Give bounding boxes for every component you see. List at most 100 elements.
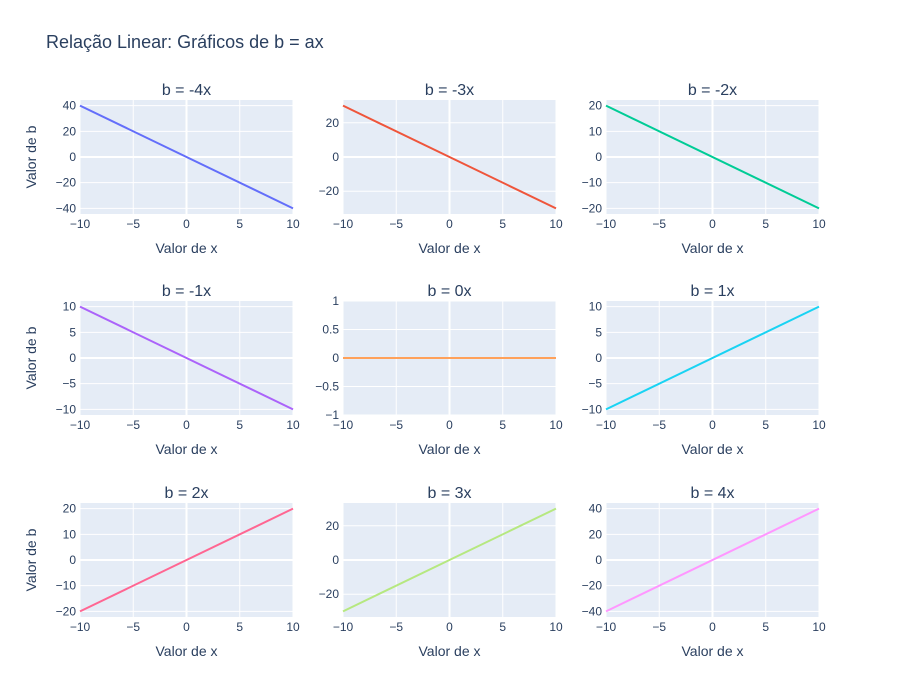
subplot-title: b = 4x	[690, 485, 734, 502]
x-tick-label: −10	[596, 620, 617, 634]
y-tick-label: 1	[332, 294, 339, 308]
x-tick-label: 0	[183, 418, 190, 432]
y-tick-label: −40	[56, 201, 77, 215]
x-tick-label: 0	[709, 620, 716, 634]
y-axis-label: Valor de b	[23, 125, 39, 188]
x-axis-label: Valor de x	[156, 240, 218, 256]
x-axis-label: Valor de x	[419, 441, 481, 457]
y-tick-label: 20	[63, 124, 77, 138]
y-tick-label: −10	[582, 176, 603, 190]
x-tick-label: 10	[812, 418, 826, 432]
x-tick-label: −5	[652, 217, 666, 231]
x-tick-label: 0	[709, 217, 716, 231]
subplot-3: −10 −5 0 5 10 −20 −10 0 10 20 b = -2x Valor de x	[582, 82, 826, 256]
x-tick-label: 5	[236, 620, 243, 634]
subplot-4: −10 −5 0 5 10 −10 −5 0 5 10 b = -1x Valor de x Valor…	[23, 283, 300, 457]
y-tick-label: −20	[319, 184, 340, 198]
x-tick-label: 5	[236, 217, 243, 231]
subplot-title: b = -4x	[162, 82, 211, 99]
x-tick-label: −5	[652, 418, 666, 432]
y-tick-label: 10	[63, 527, 77, 541]
subplot-1: −10 −5 0 5 10 −40 −20 0 20 40 b = -4x Valor de x Val…	[23, 82, 300, 256]
y-tick-label: −5	[588, 377, 602, 391]
y-tick-label: 20	[589, 527, 603, 541]
x-axis-label: Valor de x	[682, 441, 744, 457]
subplot-title: b = -1x	[162, 283, 211, 300]
y-tick-label: 0	[332, 351, 339, 365]
series-line	[605, 104, 820, 210]
y-axis-label: Valor de b	[23, 326, 39, 389]
x-tick-label: 10	[549, 620, 563, 634]
x-tick-label: 0	[183, 620, 190, 634]
x-tick-label: −10	[70, 620, 91, 634]
x-tick-label: 5	[762, 217, 769, 231]
series-line	[342, 507, 557, 613]
y-tick-label: −5	[62, 377, 76, 391]
y-tick-label: −20	[56, 176, 77, 190]
x-axis-label: Valor de x	[156, 643, 218, 659]
x-tick-label: 5	[499, 620, 506, 634]
y-tick-label: 10	[63, 300, 77, 314]
main-title: Relação Linear: Gráficos de b = ax	[46, 32, 324, 52]
x-axis-label: Valor de x	[419, 240, 481, 256]
y-tick-label: 5	[595, 325, 602, 339]
x-tick-label: 0	[709, 418, 716, 432]
y-tick-label: 10	[589, 124, 603, 138]
subplot-title: b = -2x	[688, 82, 737, 99]
y-tick-label: −20	[319, 587, 340, 601]
series-line	[79, 507, 294, 613]
y-tick-label: −10	[56, 402, 77, 416]
y-tick-label: 0.5	[322, 323, 339, 337]
y-tick-label: 10	[589, 300, 603, 314]
x-tick-label: 5	[499, 418, 506, 432]
x-tick-label: −5	[389, 620, 403, 634]
x-tick-label: −10	[333, 217, 354, 231]
y-tick-label: 0	[69, 553, 76, 567]
x-tick-label: 10	[549, 418, 563, 432]
x-tick-label: −5	[126, 418, 140, 432]
subplot-title: b = 0x	[427, 283, 471, 300]
subplot-title: b = 1x	[690, 283, 734, 300]
y-tick-label: −10	[56, 579, 77, 593]
x-tick-label: 0	[446, 620, 453, 634]
x-tick-label: −5	[652, 620, 666, 634]
y-tick-label: 40	[589, 502, 603, 516]
y-tick-label: −1	[325, 408, 339, 422]
x-axis-label: Valor de x	[419, 643, 481, 659]
y-tick-label: 0	[69, 351, 76, 365]
y-axis-label: Valor de b	[23, 528, 39, 591]
x-tick-label: 5	[762, 620, 769, 634]
x-tick-label: −10	[70, 418, 91, 432]
y-tick-label: 5	[69, 325, 76, 339]
subplot-title: b = -3x	[425, 82, 474, 99]
x-tick-label: 0	[446, 217, 453, 231]
subplot-title: b = 3x	[427, 485, 471, 502]
x-tick-label: −5	[389, 418, 403, 432]
y-tick-label: 20	[326, 519, 340, 533]
y-tick-label: 0	[595, 351, 602, 365]
x-tick-label: −5	[126, 217, 140, 231]
x-tick-label: 10	[812, 217, 826, 231]
x-tick-label: 5	[762, 418, 769, 432]
x-axis-label: Valor de x	[156, 441, 218, 457]
y-tick-label: 0	[332, 150, 339, 164]
y-tick-label: 40	[63, 99, 77, 113]
x-tick-label: −10	[333, 620, 354, 634]
y-tick-label: −0.5	[315, 380, 339, 394]
x-tick-label: 10	[812, 620, 826, 634]
y-tick-label: −20	[582, 579, 603, 593]
y-tick-label: 20	[63, 502, 77, 516]
y-tick-label: −20	[56, 604, 77, 618]
y-tick-label: 20	[326, 116, 340, 130]
x-tick-label: 10	[286, 418, 300, 432]
subplot-2: −10 −5 0 5 10 −20 0 20 b = -3x Valor de x	[319, 82, 563, 256]
subplot-title: b = 2x	[164, 485, 208, 502]
x-tick-label: 10	[549, 217, 563, 231]
y-tick-label: 0	[595, 150, 602, 164]
subplot-6: −10 −5 0 5 10 −10 −5 0 5 10 b = 1x Valor de x	[582, 283, 826, 457]
x-axis-label: Valor de x	[682, 643, 744, 659]
x-tick-label: −10	[596, 418, 617, 432]
x-tick-label: −5	[126, 620, 140, 634]
x-axis-label: Valor de x	[682, 240, 744, 256]
